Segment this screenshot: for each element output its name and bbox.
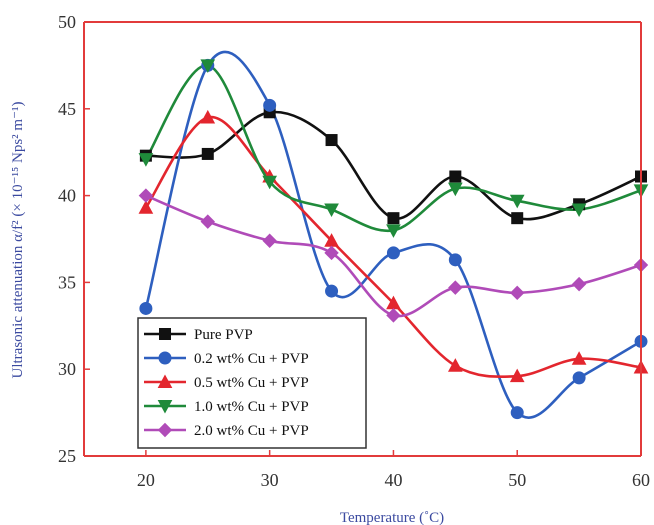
series-3-point [447,358,463,372]
ticks: 20 30 40 50 60 25 30 35 40 45 50 [58,12,650,490]
series-5-point [386,308,401,323]
series-2-point [386,246,400,260]
legend-label: 0.2 wt% Cu + PVP [194,351,309,367]
series-5-point [262,233,277,248]
y-tick-label: 30 [58,359,76,379]
series-5-point [138,188,154,203]
series-line-3 [144,116,642,378]
series-3-point [571,351,587,365]
legend-label: 0.5 wt% Cu + PVP [194,375,309,391]
series-4-point [262,175,278,190]
x-tick-label: 60 [632,470,650,490]
legend-swatch-marker [157,374,173,388]
series-1-point [201,147,214,160]
y-tick-label: 50 [58,12,76,32]
series-2-point [263,98,277,112]
series-4-point [138,153,154,167]
series-5-point [510,285,525,301]
series-2-point [510,406,524,420]
x-axis-title: Temperature (˚C) [340,510,444,525]
y-tick-label: 25 [58,446,76,466]
y-tick-label: 35 [58,272,76,292]
series-2-point [139,301,153,315]
y-axis-title: Ultrasonic attenuation α/f² (× 10⁻¹⁵ Nps… [10,102,26,379]
series-4-point [200,59,216,73]
y-tick-label: 45 [58,99,76,119]
legend-swatch-marker [157,400,173,414]
series-2-point [448,253,462,267]
series-5-point [448,280,463,295]
series-3-point [200,109,216,124]
x-tick-label: 20 [137,470,155,490]
series-5-point [200,214,215,229]
x-tick-label: 30 [261,470,279,490]
plot-markers [138,58,649,420]
series-4-point [447,182,463,197]
x-tick-label: 40 [384,470,402,490]
axes [83,21,642,457]
legend-swatch-marker [157,422,173,438]
series-2-point [325,284,339,298]
series-3-point [138,200,154,214]
series-line-1 [145,110,642,221]
legend: Pure PVP 0.2 wt% Cu + PVP 0.5 wt% Cu + PVP… [137,317,367,449]
legend-swatch-marker [158,351,172,365]
series-1-point [325,134,338,147]
x-tick-label: 50 [508,470,526,490]
legend-label: 1.0 wt% Cu + PVP [194,399,309,415]
legend-label: 2.0 wt% Cu + PVP [194,423,309,439]
series-4-point [571,203,587,218]
series-4-point [324,203,339,218]
series-2-point [572,371,586,385]
series-4-point [509,194,525,209]
series-1-point [387,212,400,225]
y-tick-label: 40 [58,186,76,206]
series-1-point [449,170,462,183]
series-3-point [509,368,525,383]
legend-label: Pure PVP [194,327,253,343]
series-4-point [386,224,401,238]
series-5-point [571,276,587,292]
series-1-point [511,212,524,225]
legend-swatch-marker [159,328,171,340]
series-5-point [324,245,339,261]
